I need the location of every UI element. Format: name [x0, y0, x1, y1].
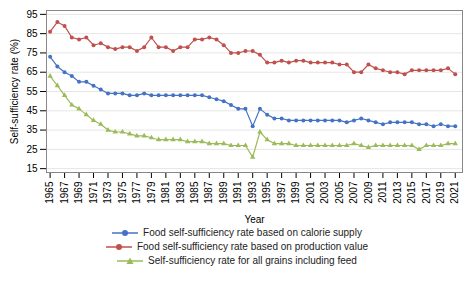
- svg-text:Self-sufficiency rate (%): Self-sufficiency rate (%): [9, 39, 20, 144]
- svg-text:1983: 1983: [175, 181, 186, 204]
- svg-text:2001: 2001: [305, 181, 316, 204]
- svg-text:1981: 1981: [160, 181, 171, 204]
- svg-text:1971: 1971: [88, 181, 99, 204]
- svg-text:1969: 1969: [73, 181, 84, 204]
- svg-text:1999: 1999: [290, 181, 301, 204]
- svg-text:1965: 1965: [44, 181, 55, 204]
- svg-text:1993: 1993: [247, 181, 258, 204]
- svg-text:1967: 1967: [59, 181, 70, 204]
- svg-text:Year: Year: [244, 214, 265, 225]
- svg-text:45: 45: [26, 105, 38, 116]
- svg-text:15: 15: [26, 163, 38, 174]
- svg-text:2021: 2021: [449, 181, 460, 204]
- svg-text:2003: 2003: [319, 181, 330, 204]
- svg-text:1987: 1987: [203, 181, 214, 204]
- svg-text:2015: 2015: [406, 181, 417, 204]
- svg-text:75: 75: [26, 47, 38, 58]
- svg-text:1985: 1985: [189, 181, 200, 204]
- svg-text:2007: 2007: [348, 181, 359, 204]
- svg-text:25: 25: [26, 144, 38, 155]
- svg-text:1977: 1977: [131, 181, 142, 204]
- svg-text:2011: 2011: [377, 181, 388, 203]
- svg-text:2017: 2017: [421, 181, 432, 204]
- svg-text:1975: 1975: [117, 181, 128, 204]
- svg-text:1991: 1991: [232, 181, 243, 204]
- svg-text:1989: 1989: [218, 181, 229, 204]
- svg-text:2005: 2005: [334, 181, 345, 204]
- svg-text:2009: 2009: [363, 181, 374, 204]
- svg-text:2019: 2019: [435, 181, 446, 204]
- html-text:Self-sufficiency rate for all: Self-sufficiency rate for all grains inc…: [148, 255, 357, 266]
- svg-text:85: 85: [26, 28, 38, 39]
- svg-text:1973: 1973: [102, 181, 113, 204]
- svg-text:65: 65: [26, 66, 38, 77]
- html-text:Food self-sufficiency rate bas: Food self-sufficiency rate based on prod…: [137, 241, 368, 252]
- svg-text:2013: 2013: [392, 181, 403, 204]
- svg-text:95: 95: [26, 9, 38, 20]
- svg-text:1979: 1979: [146, 181, 157, 204]
- svg-text:55: 55: [26, 86, 38, 97]
- svg-text:35: 35: [26, 124, 38, 135]
- svg-text:1995: 1995: [261, 181, 272, 204]
- svg-text:1997: 1997: [276, 181, 287, 204]
- html-text:Food self-sufficiency rate bas: Food self-sufficiency rate based on calo…: [143, 227, 362, 238]
